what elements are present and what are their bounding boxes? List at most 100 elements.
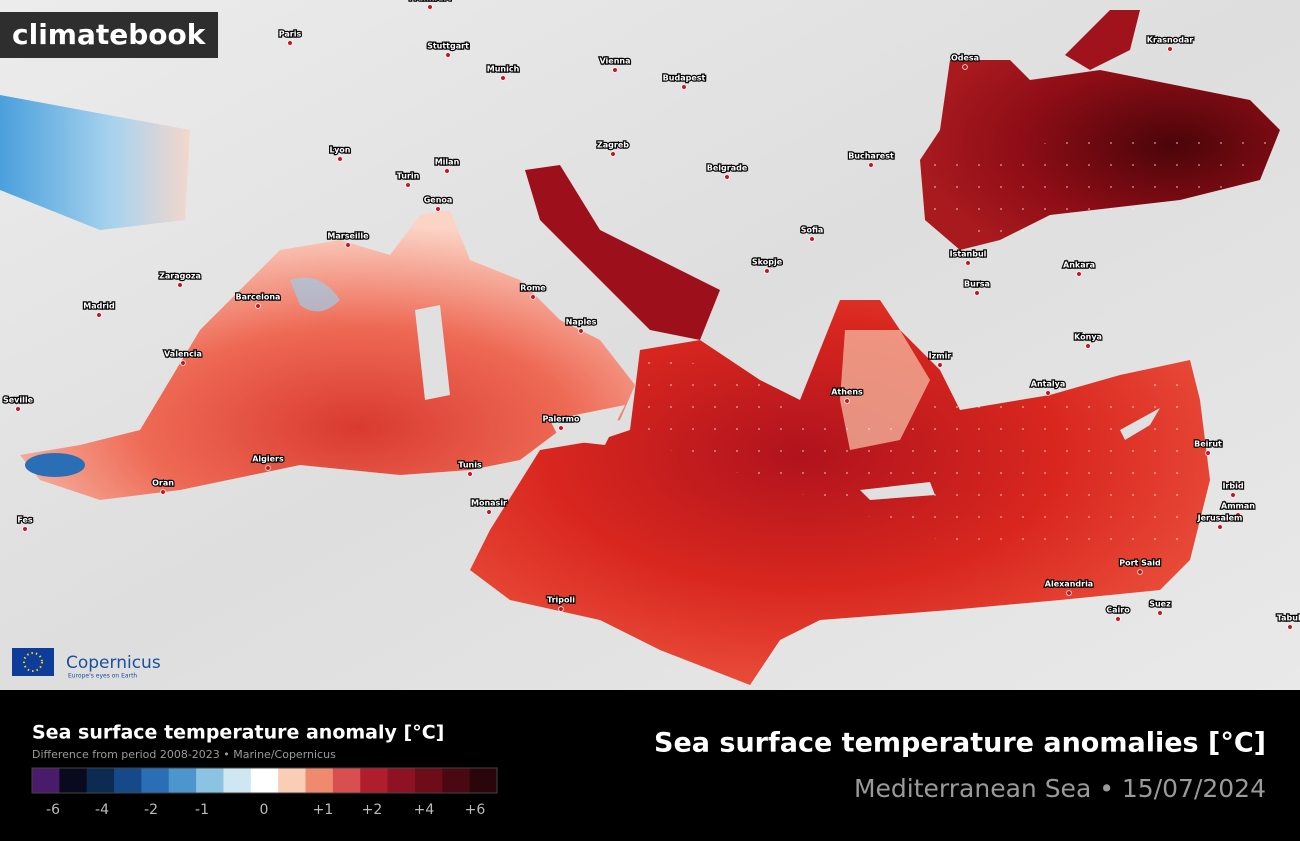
city-dot [809,236,815,242]
city-dot [1217,524,1223,530]
city-dot [444,168,450,174]
city-dot [1115,616,1121,622]
city-labels: Frankfurt Paris Stuttgart Munich Vienna Budap… [2,0,1300,630]
city-dot [1205,450,1211,456]
colorbar-label: +1 [313,802,334,818]
city-dot [255,303,261,309]
city-label: Zaragoza [159,272,201,281]
city-label: Milan [435,158,460,167]
city-dot [405,182,411,188]
western-mediterranean [20,210,635,500]
city-label: Port Said [1119,559,1161,568]
city-label: Tunis [458,461,482,470]
city-label: Bursa [964,280,990,289]
city-label: Monasir [471,499,507,508]
city-label: Tabuk [1277,614,1300,623]
colorbar-label: +6 [465,802,486,818]
city-label: Antalya [1031,380,1065,389]
city-dot [427,4,433,10]
city-label: Vienna [599,57,630,66]
city-dot [445,52,451,58]
city-label: Skopje [752,258,783,267]
city-label: Budapest [663,74,706,83]
city-dot [965,260,971,266]
city-dot [467,471,473,477]
cool-patch [290,277,340,312]
city-label: Odesa [951,54,979,63]
city-label: Bucharest [848,152,894,161]
city-label: Barcelona [236,293,281,302]
city-label: Algiers [252,455,284,464]
city-dot [558,606,564,612]
colorbar-label: 0 [260,802,269,818]
city-dot [962,64,968,70]
city-dot [974,290,980,296]
colorbar-swatch [387,768,416,793]
city-dot [265,465,271,471]
city-label: Belgrade [707,164,748,173]
city-dot [287,40,293,46]
city-label: Alexandria [1045,580,1093,589]
legend-title: Sea surface temperature anomaly [°C] [32,722,444,744]
azov-sea [1065,10,1140,70]
colorbar-swatch [469,768,498,793]
footer-panel [0,690,1300,841]
city-label: Munich [487,65,520,74]
city-dot [1137,569,1143,575]
city-dot [500,75,506,81]
city-label: Paris [279,30,302,39]
eu-stars [23,652,43,672]
main-title: Sea surface temperature anomalies [°C] [654,728,1266,759]
city-dot [844,398,850,404]
city-label: Beirut [1194,440,1222,449]
city-dot [345,242,351,248]
city-dot [435,206,441,212]
colorbar-swatch [141,768,170,793]
alboran-anomaly [25,453,85,477]
colorbar-swatch [223,768,252,793]
colorbar-swatch [196,768,224,793]
colorbar-swatch [59,768,88,793]
city-label: Genoa [424,196,453,205]
city-dot [1157,610,1163,616]
sicily [550,405,625,445]
city-label: Valencia [164,350,202,359]
city-dot [160,489,166,495]
colorbar-swatch [360,768,389,793]
city-label: Zagreb [597,141,629,150]
city-dot [180,360,186,366]
colorbar-label: -4 [95,802,109,818]
colorbar-swatch [168,768,197,793]
city-dot [1045,390,1051,396]
city-label: Fes [17,516,33,525]
city-label: Ankara [1063,261,1095,270]
city-dot [530,294,536,300]
city-dot [1167,46,1173,52]
crete [860,482,935,500]
city-dot [1076,271,1082,277]
colorbar-label: -2 [144,802,158,818]
city-label: Jerusalem [1197,514,1243,523]
city-label: Rome [520,284,546,293]
city-dot [1235,512,1241,518]
city-label: Izmir [929,352,952,361]
colorbar-label: +2 [362,802,383,818]
city-label: Turin [397,172,420,181]
city-label: Sofia [801,226,824,235]
colorbar-label: +4 [414,802,435,818]
city-label: Marseille [327,232,369,241]
colorbar-swatch [278,768,307,793]
city-label: Istanbul [950,250,987,259]
colorbar-label: -6 [46,802,60,818]
city-dot [1085,343,1091,349]
colorbar-frame [31,767,498,794]
city-dot [337,156,343,162]
city-label: Amman [1221,502,1255,511]
city-label: Naples [566,318,597,327]
city-label: Konya [1074,333,1102,342]
atlantic-sea [0,95,190,230]
city-dot [764,268,770,274]
city-label: Suez [1149,600,1171,609]
city-dot [612,67,618,73]
